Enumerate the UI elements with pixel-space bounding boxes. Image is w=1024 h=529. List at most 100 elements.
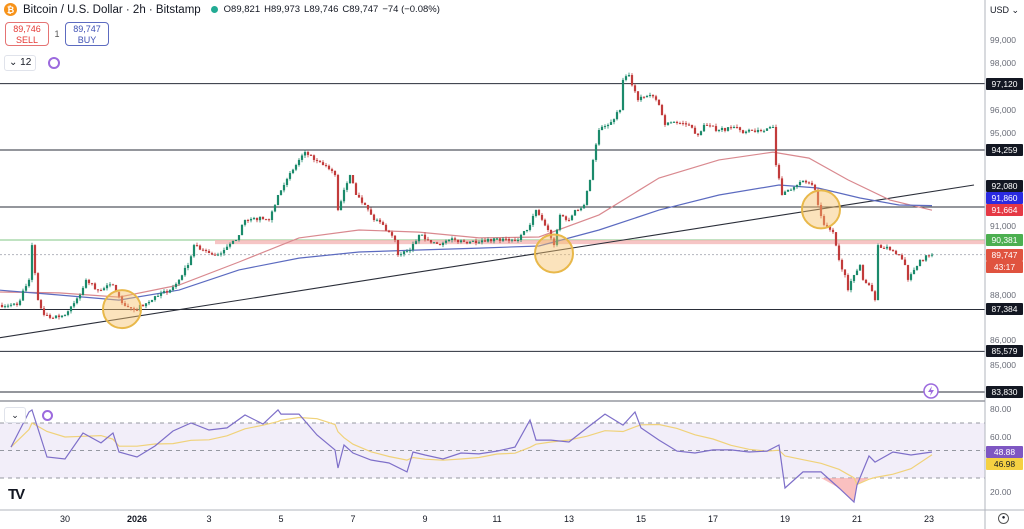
candle-body	[42, 308, 46, 315]
currency-selector[interactable]: USD ⌄	[990, 5, 1019, 16]
rsi-collapse-button[interactable]: ⌄	[4, 407, 26, 423]
candle-body	[297, 159, 301, 165]
candle	[411, 241, 415, 253]
candle-body	[12, 303, 16, 305]
candle-body	[411, 243, 415, 250]
candle	[720, 126, 724, 133]
candle	[21, 288, 25, 301]
candle	[843, 269, 847, 278]
candle	[552, 236, 556, 248]
candle-body	[831, 229, 835, 233]
candle	[36, 272, 40, 301]
candle-body	[381, 222, 385, 225]
candle-body	[126, 305, 130, 308]
candle-body	[507, 238, 511, 241]
chevron-down-icon: ⌄	[9, 57, 21, 68]
candle	[414, 239, 418, 245]
candle-body	[555, 229, 559, 246]
candle-body	[435, 242, 439, 244]
candle-body	[348, 175, 352, 184]
candle-body	[660, 104, 664, 116]
candle-body	[774, 127, 778, 166]
candle-body	[561, 214, 565, 217]
candle	[480, 238, 484, 245]
candle-body	[522, 231, 526, 235]
candle	[771, 124, 775, 128]
candle	[768, 125, 772, 129]
candle	[84, 278, 88, 289]
candle	[546, 223, 550, 232]
buy-label: BUY	[77, 35, 97, 45]
candle	[399, 252, 403, 257]
candle-body	[573, 210, 577, 216]
candle	[141, 304, 145, 307]
buy-button[interactable]: 89,747 BUY	[65, 22, 109, 46]
candle	[294, 163, 298, 172]
bar-countdown: 43:17	[986, 260, 1023, 273]
candle	[570, 214, 574, 222]
symbol-title[interactable]: Bitcoin / U.S. Dollar · 2h · Bitstamp	[23, 3, 201, 16]
candle-body	[45, 314, 49, 316]
indicators-bar: ⌄ 12	[4, 55, 61, 71]
candle-body	[84, 279, 88, 288]
candle-body	[114, 284, 118, 293]
candle	[903, 257, 907, 266]
candle	[747, 128, 751, 134]
candle-body	[588, 179, 592, 192]
candle-body	[279, 190, 283, 195]
loading-ring-icon[interactable]	[48, 57, 61, 69]
candle	[192, 243, 196, 258]
candle	[531, 213, 535, 227]
candle-body	[903, 259, 907, 266]
candle	[924, 254, 928, 262]
candle	[126, 303, 130, 308]
candle-body	[288, 173, 292, 179]
candle-body	[333, 170, 337, 176]
candle	[51, 316, 55, 319]
price-label: 90,381	[986, 233, 1023, 246]
candle-body	[834, 232, 838, 246]
candle-body	[564, 216, 568, 220]
time-axis-settings-icon[interactable]: ●	[998, 513, 1009, 524]
candle-body	[840, 259, 844, 270]
candle-body	[363, 202, 367, 205]
alert-lightning-icon[interactable]	[923, 383, 939, 399]
candle	[648, 92, 652, 98]
sell-button[interactable]: 89,746 SELL	[5, 22, 49, 46]
candle-body	[606, 124, 610, 127]
candle	[702, 122, 706, 132]
candle	[318, 160, 322, 163]
candle	[279, 190, 283, 196]
candle-body	[678, 123, 682, 125]
candle	[753, 128, 757, 133]
price-axis-tick: 99,000	[990, 35, 1016, 45]
candle-body	[93, 283, 97, 290]
candle-body	[282, 185, 286, 191]
candle-body	[579, 208, 583, 211]
candle	[621, 77, 625, 111]
candle	[3, 304, 7, 309]
candle	[351, 175, 355, 184]
rsi-axis-tick: 60.00	[990, 431, 1012, 442]
candle-body	[468, 241, 472, 244]
rsi-settings-ring-icon[interactable]	[42, 410, 53, 421]
candle-body	[345, 183, 349, 190]
candle-body	[837, 245, 841, 260]
candle	[231, 240, 235, 245]
candle-body	[135, 310, 139, 312]
candle	[474, 238, 478, 246]
candle	[111, 283, 115, 286]
candle-body	[189, 256, 193, 266]
candle-body	[924, 255, 928, 261]
price-label: 87,384	[986, 303, 1023, 316]
indicators-toggle-button[interactable]: ⌄ 12	[4, 55, 37, 71]
candle	[927, 255, 931, 258]
candle-body	[777, 165, 781, 179]
candle	[534, 209, 538, 218]
candle	[456, 239, 460, 245]
tradingview-logo[interactable]: TV	[8, 486, 25, 503]
candle-body	[303, 152, 307, 156]
candle-body	[546, 225, 550, 231]
candle	[66, 310, 70, 317]
